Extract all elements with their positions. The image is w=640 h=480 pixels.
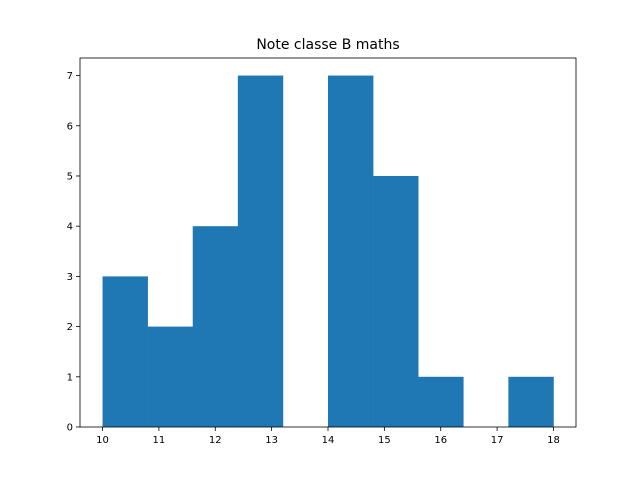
y-tick-label: 6 [67, 121, 73, 132]
histogram-bar [508, 376, 554, 427]
y-tick-label: 2 [67, 322, 73, 333]
histogram-bar [102, 276, 148, 427]
x-tick-label: 13 [265, 435, 278, 446]
histogram-bar [328, 75, 374, 428]
x-tick-label: 12 [209, 435, 222, 446]
histogram-bar [192, 226, 239, 427]
histogram-bar [237, 75, 284, 428]
x-tick-label: 11 [153, 435, 166, 446]
x-tick-label: 16 [434, 435, 447, 446]
bars-group [102, 75, 554, 428]
x-tick-label: 15 [378, 435, 391, 446]
histogram-bar [418, 376, 464, 427]
y-tick-label: 7 [67, 71, 73, 82]
chart-title: Note classe B maths [256, 37, 399, 53]
y-tick-label: 3 [67, 272, 73, 283]
y-tick-label: 4 [67, 222, 73, 233]
histogram-bar [147, 326, 194, 427]
plot-frame [79, 57, 577, 428]
x-tick-label: 17 [491, 435, 504, 446]
x-axis-ticks: 10 11 12 13 14 15 16 17 18 [96, 427, 560, 446]
y-axis-ticks: 0 1 2 3 4 5 6 7 [67, 71, 80, 434]
y-tick-label: 5 [67, 171, 73, 182]
histogram-bar [373, 175, 419, 427]
y-tick-label: 1 [67, 372, 73, 383]
x-tick-label: 14 [322, 435, 335, 446]
y-tick-label: 0 [67, 423, 73, 434]
x-tick-label: 10 [96, 435, 109, 446]
x-tick-label: 18 [547, 435, 560, 446]
